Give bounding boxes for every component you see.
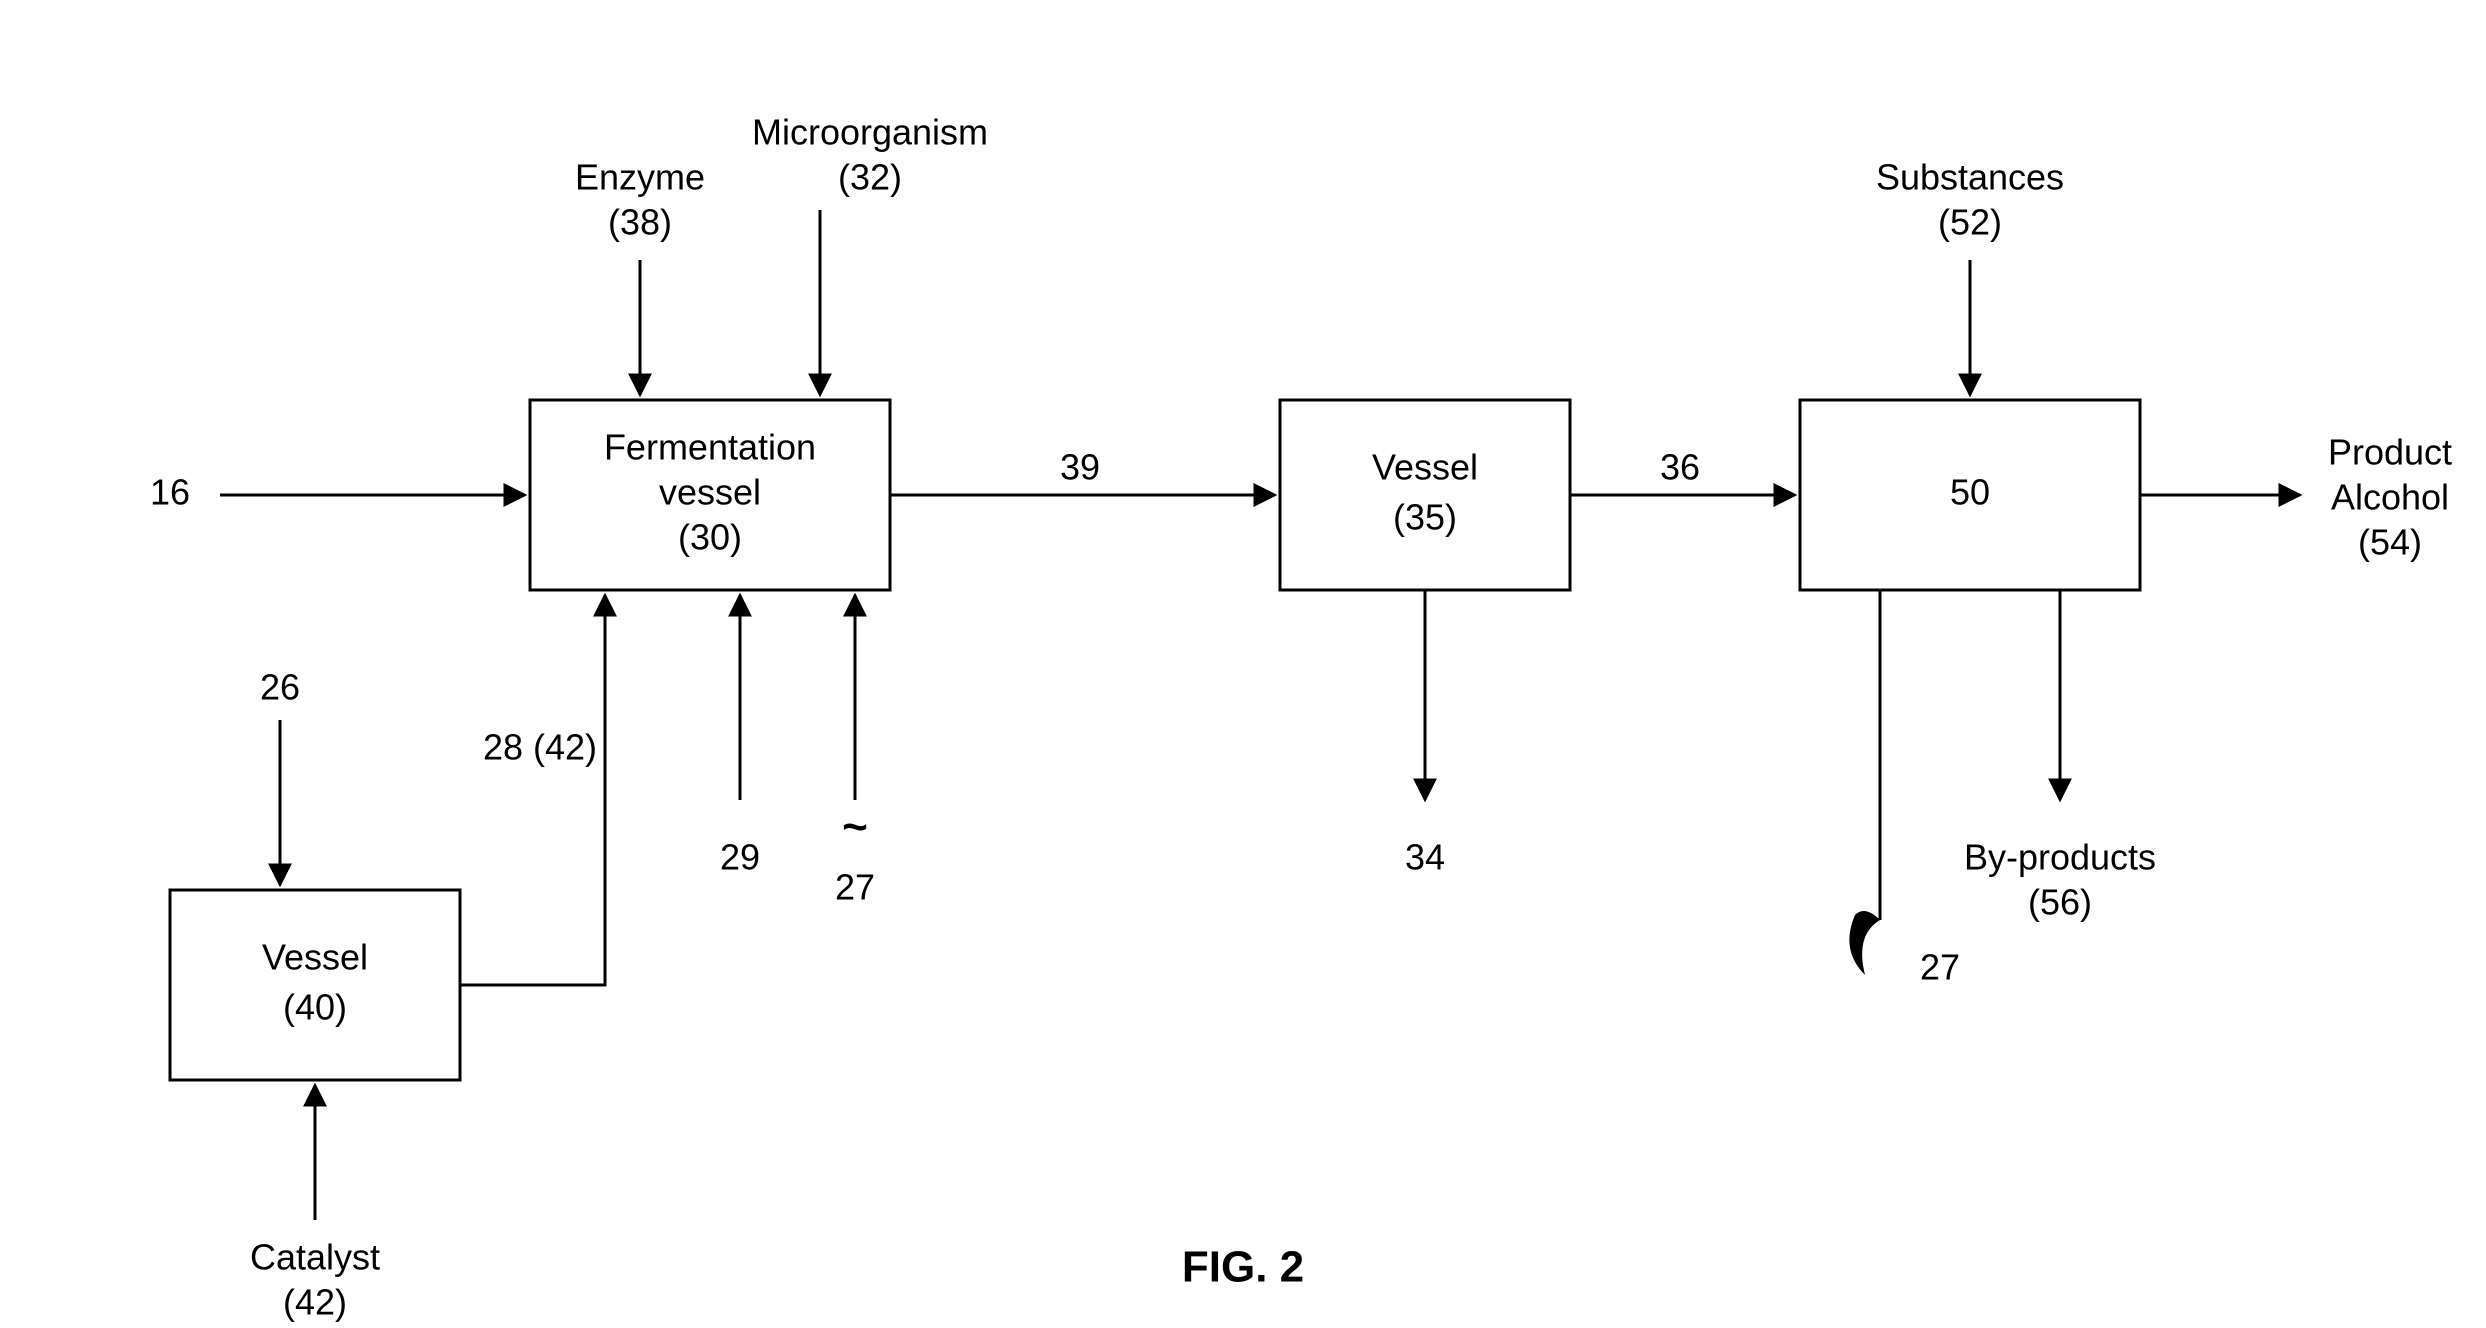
- label-27a: 27: [835, 867, 875, 908]
- box-50-label: 50: [1950, 472, 1990, 513]
- product-label-1: Product: [2328, 432, 2452, 473]
- microorganism-label-1: Microorganism: [752, 112, 988, 153]
- label-16: 16: [150, 472, 190, 513]
- vessel-40-label-1: Vessel: [262, 937, 368, 978]
- vessel-40-box: Vessel (40): [170, 890, 460, 1080]
- enzyme-label-1: Enzyme: [575, 157, 705, 198]
- label-27b: 27: [1920, 947, 1960, 988]
- vessel-35-box: Vessel (35): [1280, 400, 1570, 590]
- label-34: 34: [1405, 837, 1445, 878]
- fermentation-label-3: (30): [678, 517, 742, 558]
- box-50: 50: [1800, 400, 2140, 590]
- vessel-40-label-2: (40): [283, 987, 347, 1028]
- label-26: 26: [260, 667, 300, 708]
- arrow-28-path: [460, 595, 605, 985]
- enzyme-label-2: (38): [608, 202, 672, 243]
- product-label-3: (54): [2358, 522, 2422, 563]
- figure-caption: FIG. 2: [1182, 1243, 1304, 1292]
- vessel-35-label-1: Vessel: [1372, 447, 1478, 488]
- product-label-2: Alcohol: [2331, 477, 2449, 518]
- fermentation-label-1: Fermentation: [604, 427, 816, 468]
- byproducts-label-1: By-products: [1964, 837, 2156, 878]
- label-36: 36: [1660, 447, 1700, 488]
- label-29: 29: [720, 837, 760, 878]
- label-tilde: ~: [842, 803, 868, 852]
- substances-label-2: (52): [1938, 202, 2002, 243]
- label-28: 28 (42): [483, 727, 597, 768]
- substances-label-1: Substances: [1876, 157, 2064, 198]
- fermentation-vessel-box: Fermentation vessel (30): [530, 400, 890, 590]
- label-39: 39: [1060, 447, 1100, 488]
- fermentation-label-2: vessel: [659, 472, 761, 513]
- catalyst-label-2: (42): [283, 1282, 347, 1323]
- recycle-icon: [1849, 911, 1880, 975]
- byproducts-label-2: (56): [2028, 882, 2092, 923]
- vessel-35-label-2: (35): [1393, 497, 1457, 538]
- catalyst-label-1: Catalyst: [250, 1237, 380, 1278]
- microorganism-label-2: (32): [838, 157, 902, 198]
